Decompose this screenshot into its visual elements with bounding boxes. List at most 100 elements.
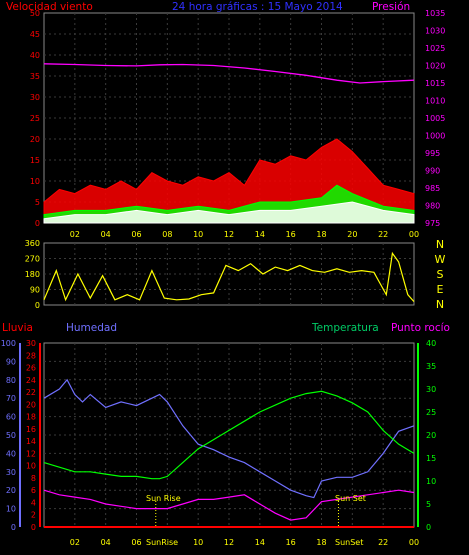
- humidity-temperature-panel: 0102030405060708090100024681012141618202…: [1, 339, 436, 547]
- temp-tick-label: 40: [426, 339, 436, 348]
- y-right-tick-label: 1020: [425, 62, 445, 71]
- humedad-tick-label: 0: [11, 523, 16, 532]
- y-tick-label: 0: [35, 219, 40, 228]
- temp-tick-label: 25: [426, 408, 436, 417]
- lluvia-tick-label: 20: [26, 400, 36, 409]
- x-tick-label: 06: [131, 538, 141, 547]
- y-tick-label: 45: [30, 30, 40, 39]
- pressure-series: [43, 63, 415, 84]
- x-tick-label: 12: [224, 538, 234, 547]
- compass-label: N: [436, 298, 444, 311]
- annotation-sunrise-bottom: SunRise: [146, 538, 178, 547]
- y-tick-label: 40: [30, 51, 40, 60]
- lluvia-tick-label: 16: [26, 425, 36, 434]
- temp-tick-label: 35: [426, 362, 436, 371]
- compass-label: W: [435, 253, 446, 266]
- y-tick-label: 35: [30, 72, 40, 81]
- lluvia-tick-label: 12: [26, 449, 36, 458]
- x-tick-label: 02: [70, 538, 80, 547]
- y-tick-label: 25: [30, 114, 40, 123]
- series-temperatura: [43, 390, 415, 480]
- temp-tick-label: 30: [426, 385, 436, 394]
- y-right-tick-label: 1030: [425, 27, 445, 36]
- lluvia-tick-label: 26: [26, 364, 36, 373]
- y-tick-label: 50: [30, 9, 40, 18]
- x-tick-label: 06: [131, 230, 141, 239]
- annotation-sun-set: Sun Set: [335, 494, 366, 503]
- x-tick-label: 14: [255, 538, 265, 547]
- direction-tick-label: 180: [25, 270, 40, 279]
- lluvia-tick-label: 4: [31, 498, 36, 507]
- direction-tick-label: 90: [30, 286, 40, 295]
- y-right-tick-label: 1000: [425, 132, 445, 141]
- series-punto-rocío: [43, 489, 415, 521]
- y-right-tick-label: 985: [425, 184, 440, 193]
- x-tick-label: 20: [347, 230, 357, 239]
- x-tick-label: 16: [286, 230, 296, 239]
- y-tick-label: 5: [35, 198, 40, 207]
- y-tick-label: 20: [30, 135, 40, 144]
- y-tick-label: 15: [30, 156, 40, 165]
- y-right-tick-label: 1035: [425, 9, 445, 18]
- compass-label: E: [437, 283, 444, 296]
- lluvia-tick-label: 6: [31, 486, 36, 495]
- humedad-tick-label: 30: [6, 468, 16, 477]
- humedad-tick-label: 70: [6, 394, 16, 403]
- x-tick-label: 18: [316, 230, 326, 239]
- x-tick-label: 14: [255, 230, 265, 239]
- lluvia-tick-label: 10: [26, 462, 36, 471]
- y-right-tick-label: 995: [425, 149, 440, 158]
- x-tick-label: 02: [70, 230, 80, 239]
- lluvia-tick-label: 24: [26, 376, 36, 385]
- humedad-tick-label: 90: [6, 357, 16, 366]
- compass-label: S: [437, 268, 444, 281]
- lluvia-tick-label: 8: [31, 474, 36, 483]
- x-tick-label: 08: [162, 230, 172, 239]
- lluvia-tick-label: 14: [26, 437, 36, 446]
- legend-punto-rocio: Punto rocío: [391, 322, 450, 334]
- y-tick-label: 10: [30, 177, 40, 186]
- lluvia-tick-label: 30: [26, 339, 36, 348]
- humedad-tick-label: 40: [6, 449, 16, 458]
- direction-tick-label: 270: [25, 255, 40, 264]
- y-tick-label: 30: [30, 93, 40, 102]
- humedad-tick-label: 80: [6, 376, 16, 385]
- lluvia-tick-label: 22: [26, 388, 36, 397]
- y-right-tick-label: 975: [425, 219, 440, 228]
- x-tick-label: 10: [193, 538, 203, 547]
- annotation-sun-rise: Sun Rise: [146, 494, 181, 503]
- lluvia-tick-label: 2: [31, 511, 36, 520]
- y-right-tick-label: 990: [425, 167, 440, 176]
- annotation-sunset-bottom: SunSet: [335, 538, 363, 547]
- temp-tick-label: 0: [426, 523, 431, 532]
- y-right-tick-label: 1010: [425, 97, 445, 106]
- x-tick-label: 04: [101, 538, 111, 547]
- direction-series: [43, 251, 415, 303]
- lluvia-tick-label: 0: [31, 523, 36, 532]
- x-tick-label: 00: [409, 230, 419, 239]
- x-tick-label: 22: [378, 538, 388, 547]
- humedad-tick-label: 20: [6, 486, 16, 495]
- lluvia-tick-label: 28: [26, 351, 36, 360]
- temp-tick-label: 10: [426, 477, 436, 486]
- wind-pressure-panel: 0510152025303540455097598098599099510001…: [30, 9, 446, 239]
- y-right-tick-label: 1015: [425, 79, 445, 88]
- humedad-tick-label: 10: [6, 505, 16, 514]
- humedad-tick-label: 60: [6, 413, 16, 422]
- humedad-tick-label: 100: [1, 339, 16, 348]
- direction-tick-label: 0: [35, 301, 40, 310]
- chart-title: 24 hora gráficas : 15 Mayo 2014: [172, 1, 343, 13]
- right-axis-label: Presión: [372, 1, 410, 13]
- y-right-tick-label: 980: [425, 202, 440, 211]
- temp-tick-label: 5: [426, 500, 431, 509]
- legend-humedad: Humedad: [66, 322, 117, 334]
- x-tick-label: 04: [101, 230, 111, 239]
- x-tick-label: 12: [224, 230, 234, 239]
- temp-tick-label: 15: [426, 454, 436, 463]
- x-tick-label: 22: [378, 230, 388, 239]
- x-tick-label: 10: [193, 230, 203, 239]
- lluvia-tick-label: 18: [26, 413, 36, 422]
